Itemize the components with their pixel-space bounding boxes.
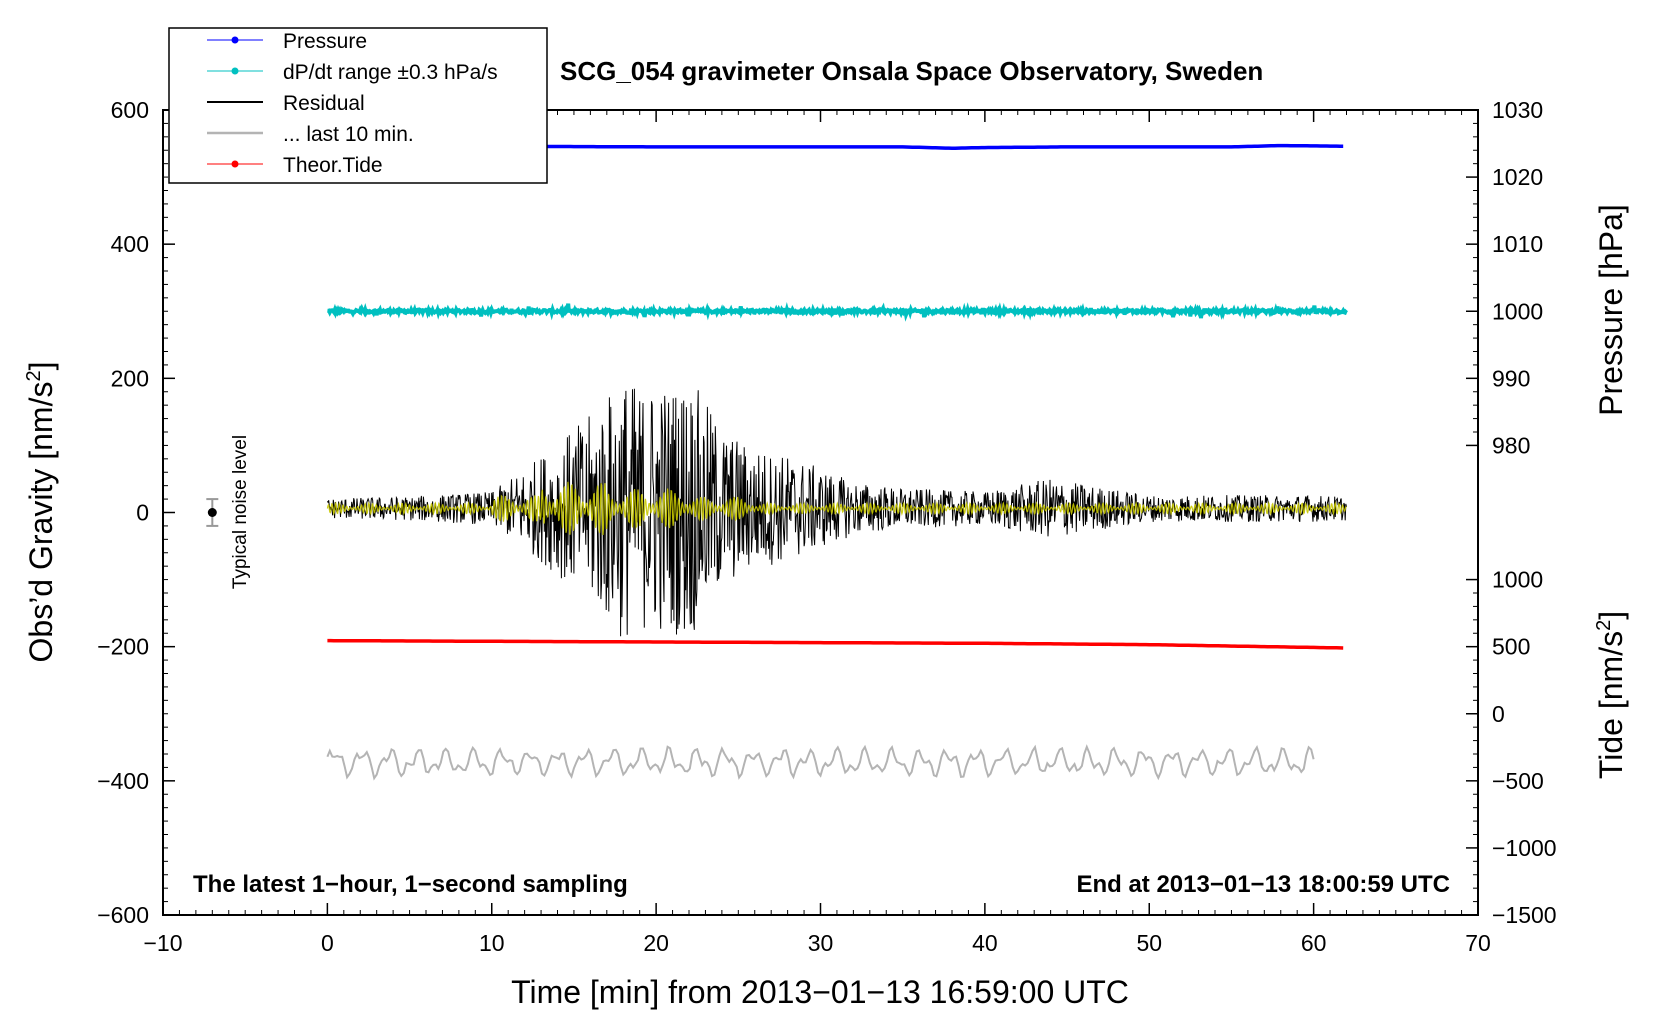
tide-tick-label: −1000 (1492, 835, 1557, 861)
x-tick-label: 20 (643, 930, 669, 956)
x-tick-label: 30 (808, 930, 834, 956)
pressure-tick-label: 1010 (1492, 231, 1543, 257)
x-tick-label: 0 (321, 930, 334, 956)
series-dpdt-range (327, 302, 1348, 322)
tide-axis-title-close: ] (1593, 611, 1629, 620)
legend-item-pressure: Pressure (207, 30, 367, 53)
tide-tick-label: 1000 (1492, 567, 1543, 593)
tide-tick-label: 500 (1492, 634, 1530, 660)
tide-axis-title-sup: 2 (1593, 620, 1615, 631)
pressure-tick-label: 1000 (1492, 298, 1543, 324)
noise-level-label: Typical noise level (230, 435, 251, 589)
tide-axis-title: Tide [nm/s2] (1593, 611, 1629, 779)
legend-item-dpdt: dP/dt range ±0.3 hPa/s (207, 61, 498, 84)
sampling-note: The latest 1−hour, 1−second sampling (193, 871, 628, 898)
legend-label-residual: Residual (283, 92, 365, 115)
x-tick-label: 60 (1301, 930, 1327, 956)
legend: Pressure dP/dt range ±0.3 hPa/s Residual… (168, 27, 548, 184)
x-tick-label: 40 (972, 930, 998, 956)
y-left-tick-label: −200 (97, 634, 149, 660)
left-y-axis-title-close: ] (23, 362, 59, 371)
y-left-tick-label: 200 (111, 365, 149, 391)
y-left-tick-label: 400 (111, 231, 149, 257)
left-y-axis-title: Obs’d Gravity [nm/s2] (23, 362, 59, 663)
pressure-tick-label: 1020 (1492, 164, 1543, 190)
y-left-tick-label: 0 (136, 500, 149, 526)
left-y-axis: 600 400 200 0 −200 −400 −600 (97, 97, 175, 928)
end-time-note: End at 2013−01−13 18:00:59 UTC (1076, 871, 1450, 898)
x-tick-label: 70 (1465, 930, 1491, 956)
chart-title: SCG_054 gravimeter Onsala Space Observat… (560, 56, 1263, 86)
right-y-axis: 1030 1020 1010 1000 990 980 1000 500 0 −500 −1000 −… (1466, 97, 1557, 928)
legend-item-theor-tide: Theor.Tide (207, 154, 383, 177)
x-tick-label: 10 (479, 930, 505, 956)
legend-item-last-10-min: ... last 10 min. (207, 123, 414, 146)
left-y-axis-title-main: Obs’d Gravity [nm/s (23, 382, 59, 663)
pressure-tick-label: 1030 (1492, 97, 1543, 123)
legend-box (168, 27, 548, 184)
tide-tick-label: −1500 (1492, 902, 1557, 928)
legend-marker-theor-tide (231, 160, 239, 168)
y-left-tick-label: −400 (97, 768, 149, 794)
pressure-tick-label: 980 (1492, 432, 1530, 458)
legend-label-pressure: Pressure (283, 30, 367, 53)
y-left-tick-label: 600 (111, 97, 149, 123)
pressure-axis-title: Pressure [hPa] (1593, 204, 1629, 416)
x-axis-title: Time [min] from 2013−01−13 16:59:00 UTC (511, 974, 1129, 1010)
series-theor-tide (327, 638, 1344, 650)
x-tick-label: 50 (1136, 930, 1162, 956)
y-left-tick-label: −600 (97, 902, 149, 928)
legend-label-last-10-min: ... last 10 min. (283, 123, 414, 146)
tide-tick-label: 0 (1492, 701, 1505, 727)
legend-marker-dpdt (231, 67, 239, 75)
series-filtered-overlay (326, 481, 1347, 536)
x-tick-label: −10 (143, 930, 182, 956)
tide-axis-title-main: Tide [nm/s (1593, 631, 1629, 779)
legend-label-theor-tide: Theor.Tide (283, 154, 383, 177)
x-axis: −10 0 10 20 30 40 50 60 70 (143, 110, 1491, 956)
series-layer (326, 143, 1348, 781)
noise-indicator (206, 498, 219, 527)
series-last-10-min (326, 744, 1315, 781)
tide-tick-label: −500 (1492, 768, 1544, 794)
legend-item-residual: Residual (207, 92, 365, 115)
legend-marker-pressure (231, 36, 239, 44)
series-residual (326, 388, 1347, 637)
noise-dot (207, 508, 217, 517)
pressure-tick-label: 990 (1492, 365, 1530, 391)
left-y-axis-title-sup: 2 (23, 370, 45, 381)
legend-label-dpdt: dP/dt range ±0.3 hPa/s (283, 61, 498, 84)
